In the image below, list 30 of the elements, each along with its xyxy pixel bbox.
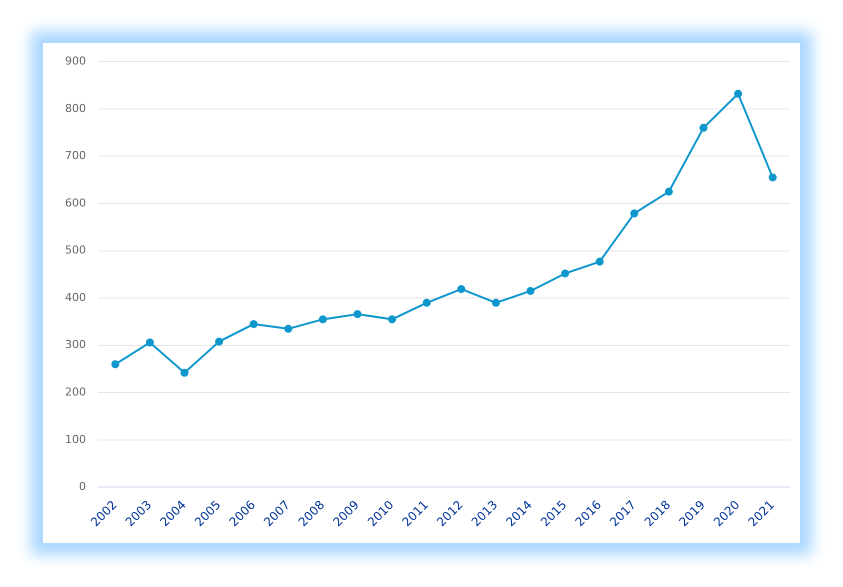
point — [457, 285, 466, 294]
point — [734, 90, 742, 98]
y-tick-label: 500 — [64, 244, 86, 257]
point — [596, 258, 604, 266]
point — [664, 188, 673, 196]
point — [111, 360, 120, 368]
point — [318, 315, 327, 324]
y-tick-label: 200 — [64, 386, 86, 398]
point — [388, 315, 396, 324]
point — [180, 368, 188, 377]
point — [630, 209, 638, 218]
y-tick-label: 100 — [64, 432, 86, 446]
point — [354, 310, 362, 318]
point — [284, 324, 292, 333]
point — [561, 269, 570, 278]
point — [700, 124, 708, 132]
y-tick-label: 700 — [64, 149, 86, 162]
y-tick-label: 600 — [64, 196, 86, 210]
y-tick-label: 300 — [64, 338, 86, 352]
point — [250, 320, 258, 328]
y-tick-label: 400 — [64, 290, 86, 304]
point — [526, 286, 534, 295]
y-tick-label: 900 — [64, 54, 86, 68]
point — [492, 298, 500, 307]
point — [422, 298, 431, 307]
y-tick-label: 0 — [78, 480, 86, 494]
point — [768, 173, 777, 182]
point — [146, 338, 154, 347]
point — [215, 338, 224, 346]
y-tick-label: 800 — [64, 102, 86, 115]
